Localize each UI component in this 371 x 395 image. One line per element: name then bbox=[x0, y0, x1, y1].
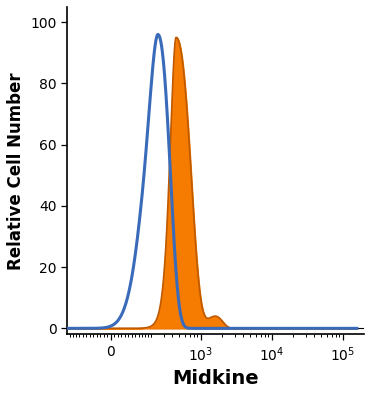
X-axis label: Midkine: Midkine bbox=[173, 369, 259, 388]
Y-axis label: Relative Cell Number: Relative Cell Number bbox=[7, 72, 25, 269]
